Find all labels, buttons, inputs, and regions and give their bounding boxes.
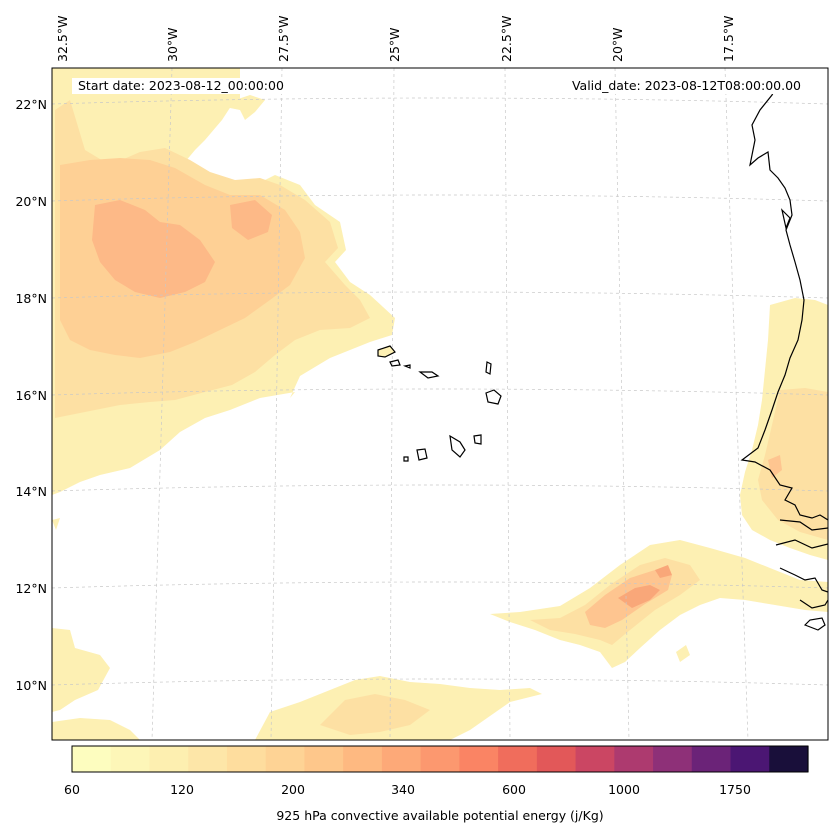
lat-label-12n: 12°N <box>15 581 47 596</box>
colorbar-swatch <box>381 746 422 772</box>
lat-label-20n: 20°N <box>15 194 47 209</box>
latitude-labels: 22°N 20°N 18°N 16°N 14°N 12°N 10°N <box>15 97 47 693</box>
island-boa-vista <box>485 389 502 405</box>
island-santo-antao <box>377 345 396 358</box>
island-santiago <box>449 434 466 458</box>
colorbar-border <box>71 745 809 773</box>
coastlines <box>377 79 828 631</box>
cape-area-peak-2 <box>230 200 272 240</box>
start-date-label: Start date: 2023-08-12_00:00:00 <box>72 78 290 94</box>
longitude-labels: 32.5°W 30°W 27.5°W 25°W 22.5°W 20°W 17.5… <box>55 16 736 62</box>
island-santa-luzia <box>402 364 411 369</box>
colorbar-swatch <box>188 746 228 772</box>
colorbar <box>72 746 809 772</box>
cape-field-southwest <box>52 518 140 740</box>
lon-label-22-5w: 22.5°W <box>499 16 514 62</box>
colorbar-swatch <box>265 746 306 772</box>
lon-label-30w: 30°W <box>165 27 180 62</box>
colorbar-swatch <box>498 746 538 772</box>
lat-label-16n: 16°N <box>15 388 47 403</box>
island-brava <box>403 456 409 462</box>
map-border <box>51 67 829 741</box>
colorbar-swatch <box>226 746 267 772</box>
africa-coastline <box>740 79 828 521</box>
colorbar-swatch <box>614 746 654 772</box>
cape-field-south-central <box>255 676 542 740</box>
colorbar-tick-60: 60 <box>64 782 80 797</box>
cape-field-east <box>490 540 828 668</box>
colorbar-swatch <box>691 746 732 772</box>
colorbar-swatch <box>730 746 770 772</box>
lon-label-27-5w: 27.5°W <box>276 16 291 62</box>
lon-label-25w: 25°W <box>387 27 402 62</box>
colorbar-tick-120: 120 <box>170 782 194 797</box>
cape-field-coast <box>740 298 828 560</box>
valid-date-label: Valid_date: 2023-08-12T08:00:00.00 <box>565 78 807 94</box>
colorbar-swatch <box>653 746 693 772</box>
colorbar-swatch <box>110 746 151 772</box>
colorbar-swatch <box>149 746 189 772</box>
colorbar-swatch <box>72 746 112 772</box>
lat-label-10n: 10°N <box>15 678 47 693</box>
colorbar-tick-1000: 1000 <box>608 782 640 797</box>
island-fogo <box>416 448 428 461</box>
colorbar-tick-200: 200 <box>281 782 305 797</box>
cape-area-peak <box>92 200 215 298</box>
lon-label-17-5w: 17.5°W <box>721 16 736 62</box>
lat-label-22n: 22°N <box>15 97 47 112</box>
colorbar-swatch <box>459 746 499 772</box>
colorbar-title: 925 hPa convective available potential e… <box>276 808 604 823</box>
lat-label-14n: 14°N <box>15 484 47 499</box>
colorbar-swatch <box>420 746 460 772</box>
island-maio <box>473 434 482 445</box>
colorbar-swatch <box>575 746 615 772</box>
lat-label-18n: 18°N <box>15 291 47 306</box>
colorbar-tick-600: 600 <box>502 782 526 797</box>
colorbar-swatch <box>343 746 383 772</box>
gridlines <box>52 68 828 740</box>
island-sao-vicente <box>389 359 401 367</box>
colorbar-swatch <box>536 746 577 772</box>
colorbar-tick-1750: 1750 <box>719 782 751 797</box>
island-sao-nicolau <box>418 371 440 379</box>
colorbar-swatch <box>769 746 809 772</box>
island-sal <box>485 361 492 375</box>
lon-label-20w: 20°W <box>610 27 625 62</box>
lon-label-32-5w: 32.5°W <box>55 16 70 62</box>
colorbar-tick-340: 340 <box>391 782 415 797</box>
colorbar-swatch <box>304 746 344 772</box>
